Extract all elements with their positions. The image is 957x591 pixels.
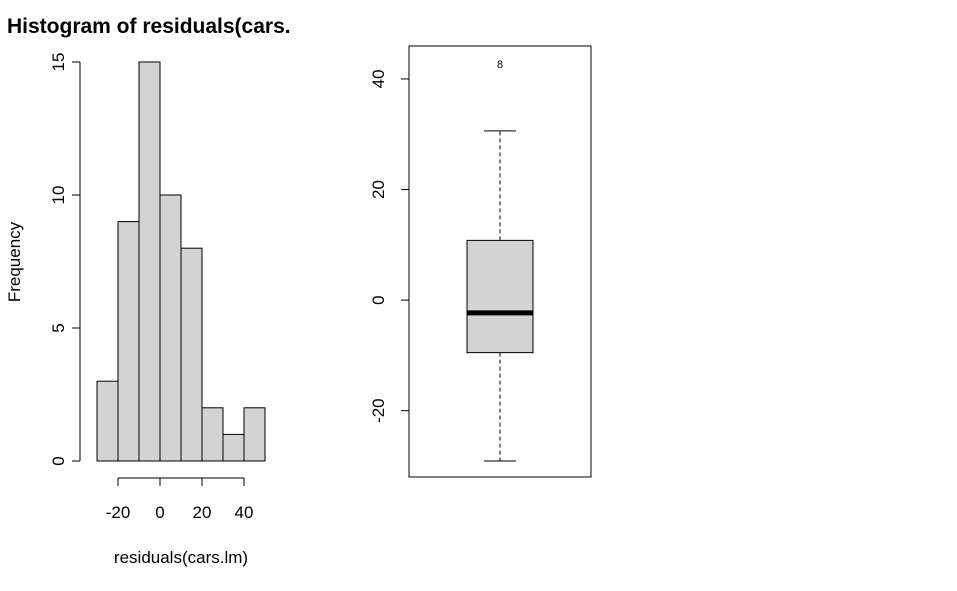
histogram-bar <box>180 247 203 462</box>
histogram-y-tick-label: 10 <box>49 186 68 205</box>
histogram-panel: Histogram of residuals(cars. Frequency r… <box>5 15 291 567</box>
boxplot-plot-frame <box>408 45 592 478</box>
boxplot-y-tick-label: 0 <box>369 295 388 304</box>
histogram-x-tick-label: 0 <box>155 503 164 522</box>
boxplot-y-axis: -20 0 20 40 <box>369 69 409 423</box>
histogram-y-tick-label: 15 <box>49 53 68 72</box>
histogram-x-tick-label: -20 <box>106 503 131 522</box>
histogram-bar <box>201 407 224 462</box>
boxplot-y-tick-label: 40 <box>369 69 388 88</box>
histogram-bar <box>138 61 161 462</box>
histogram-x-axis-label: residuals(cars.lm) <box>114 548 248 567</box>
histogram-x-tick-label: 40 <box>235 503 254 522</box>
histogram-bar <box>159 194 182 462</box>
histogram-x-tick-label: 20 <box>193 503 212 522</box>
histogram-bar <box>243 407 266 462</box>
boxplot-outlier-label: 8 <box>497 59 503 71</box>
histogram-y-axis: 0 5 10 15 <box>49 53 81 466</box>
histogram-bar <box>222 433 245 462</box>
histogram-title: Histogram of residuals(cars. <box>7 15 291 38</box>
histogram-y-tick-label: 5 <box>49 323 68 332</box>
boxplot-panel: -20 0 20 40 8 <box>369 45 592 478</box>
histogram-bars <box>96 61 266 462</box>
boxplot-body: 8 <box>466 59 534 462</box>
histogram-y-axis-label: Frequency <box>5 221 24 302</box>
boxplot-box <box>466 239 534 354</box>
histogram-bar <box>96 380 119 462</box>
histogram-y-tick-label: 0 <box>49 456 68 465</box>
boxplot-y-tick-label: 20 <box>369 180 388 199</box>
boxplot-y-tick-label: -20 <box>369 398 388 423</box>
histogram-x-axis: -20 0 20 40 <box>106 477 254 522</box>
histogram-bar <box>117 221 140 462</box>
